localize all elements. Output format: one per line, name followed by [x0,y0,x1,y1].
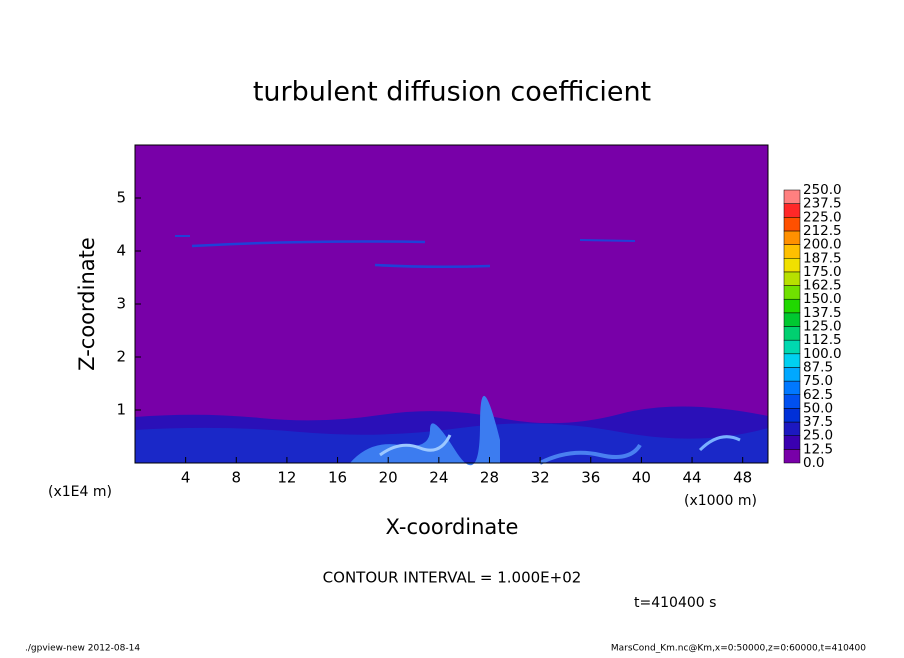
x-tick-label: 36 [581,469,600,487]
x-tick-label: 32 [531,469,550,487]
colorbar-box [783,285,801,300]
colorbar-label: 150.0 [803,291,842,307]
x-tick-label: 24 [429,469,448,487]
y-axis-label: Z-coordinate [75,237,99,371]
x-tick-label: 44 [682,469,701,487]
field-streak [374,263,491,269]
colorbar-label: 100.0 [803,346,842,362]
colorbar-box [783,380,801,396]
colorbar-box [783,421,801,436]
field-band [135,423,768,463]
colorbar-box [783,449,801,464]
field-streak [191,240,426,248]
colorbar-box [783,203,801,218]
colorbar-box [783,326,801,341]
colorbar-box [783,298,801,314]
colorbar-box [783,258,801,273]
colorbar-box [783,408,801,423]
colorbar-label: 87.5 [803,359,833,375]
colorbar-box [783,353,801,368]
colorbar-box [783,435,801,450]
chart-title: turbulent diffusion coefficient [253,77,651,108]
contour-interval: CONTOUR INTERVAL = 1.000E+02 [323,569,582,587]
y-tick-label: 4 [116,242,126,260]
colorbar-label: 187.5 [803,250,842,266]
y-tick-label: 5 [116,189,126,207]
colorbar-box [783,367,801,382]
colorbar-label: 200.0 [803,237,842,253]
colorbar-label: 112.5 [803,332,842,348]
x-tick-label: 48 [733,469,752,487]
colorbar-box [783,394,801,409]
footer-left: ./gpview-new 2012-08-14 [25,644,140,654]
x-tick-label: 12 [277,469,296,487]
colorbar-label: 137.5 [803,305,842,321]
colorbar-label: 12.5 [803,441,833,457]
y-unit: (x1E4 m) [48,484,112,500]
x-tick-label: 20 [379,469,398,487]
colorbar-box [783,189,801,204]
x-tick-label: 16 [328,469,347,487]
time-label: t=410400 s [634,595,716,611]
colorbar-box [783,339,801,355]
colorbar-label: 212.5 [803,223,842,239]
field-swirl [698,435,741,452]
footer-right: MarsCond_Km.nc@Km,x=0:50000,z=0:60000,t=… [611,644,866,654]
x-tick-label: 40 [632,469,651,487]
y-tick-label: 2 [116,348,126,366]
colorbar-label: 25.0 [803,428,833,444]
x-tick-label: 8 [232,469,242,487]
colorbar-label: 125.0 [803,319,842,335]
colorbar-box [783,230,801,245]
colorbar-label: 162.5 [803,278,842,294]
colorbar-box [783,244,801,259]
colorbar-label: 175.0 [803,264,842,280]
field-swirl [350,395,500,466]
colorbar-label: 250.0 [803,182,842,198]
colorbar-label: 225.0 [803,209,842,225]
colorbar-box [783,217,801,232]
colorbar-label: 62.5 [803,387,833,403]
colorbar-label: 50.0 [803,400,833,416]
colorbar-box [783,271,801,286]
colorbar-label: 0.0 [803,455,824,471]
x-tick-label: 28 [480,469,499,487]
colorbar-label: 37.5 [803,414,833,430]
colorbar-box [783,312,801,327]
field-swirl [539,443,642,465]
x-unit: (x1000 m) [684,493,757,509]
x-axis-label: X-coordinate [386,515,519,539]
field-swirl [379,434,452,457]
colorbar-label: 237.5 [803,196,842,212]
y-tick-label: 1 [116,401,126,419]
field-streak [579,239,636,242]
field [135,145,768,466]
y-tick-label: 3 [116,295,126,313]
x-tick-label: 4 [181,469,191,487]
colorbar-label: 75.0 [803,373,833,389]
